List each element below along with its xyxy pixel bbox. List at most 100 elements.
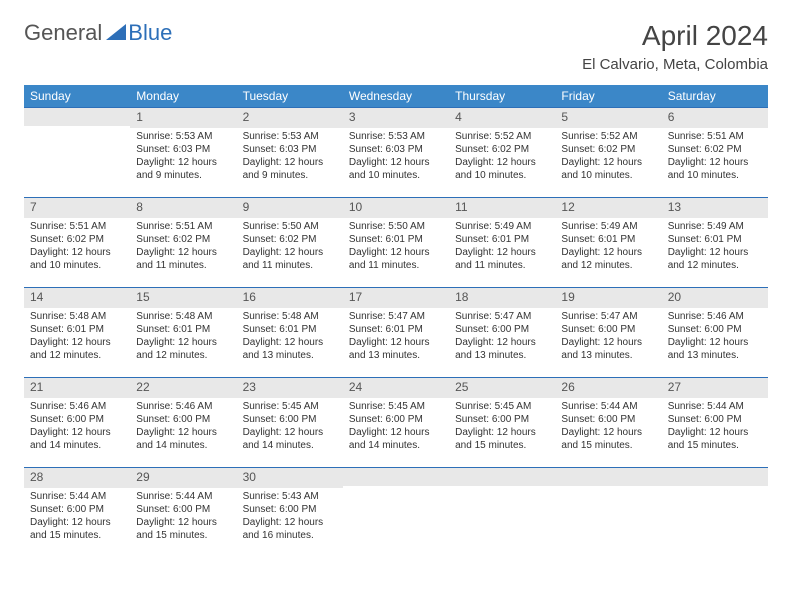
day-cell: 25Sunrise: 5:45 AMSunset: 6:00 PMDayligh… — [449, 378, 555, 468]
day-number: 20 — [662, 288, 768, 308]
day-body: Sunrise: 5:49 AMSunset: 6:01 PMDaylight:… — [555, 218, 661, 276]
sunrise-line: Sunrise: 5:46 AM — [136, 400, 230, 413]
day-number — [555, 468, 661, 486]
sunrise-line: Sunrise: 5:48 AM — [30, 310, 124, 323]
day-number: 15 — [130, 288, 236, 308]
sunrise-line: Sunrise: 5:47 AM — [349, 310, 443, 323]
day-number: 10 — [343, 198, 449, 218]
day-cell: 13Sunrise: 5:49 AMSunset: 6:01 PMDayligh… — [662, 198, 768, 288]
sunset-line: Sunset: 6:01 PM — [561, 233, 655, 246]
daylight-line: Daylight: 12 hours and 9 minutes. — [243, 156, 337, 182]
calendar-table: SundayMondayTuesdayWednesdayThursdayFrid… — [24, 85, 768, 558]
sunset-line: Sunset: 6:02 PM — [243, 233, 337, 246]
sunrise-line: Sunrise: 5:48 AM — [243, 310, 337, 323]
day-cell: 30Sunrise: 5:43 AMSunset: 6:00 PMDayligh… — [237, 468, 343, 558]
day-number — [662, 468, 768, 486]
day-body: Sunrise: 5:53 AMSunset: 6:03 PMDaylight:… — [130, 128, 236, 186]
sunset-line: Sunset: 6:00 PM — [668, 323, 762, 336]
sunrise-line: Sunrise: 5:52 AM — [455, 130, 549, 143]
weekday-header: Tuesday — [237, 85, 343, 108]
day-number: 16 — [237, 288, 343, 308]
daylight-line: Daylight: 12 hours and 13 minutes. — [349, 336, 443, 362]
day-number: 21 — [24, 378, 130, 398]
day-cell: 1Sunrise: 5:53 AMSunset: 6:03 PMDaylight… — [130, 108, 236, 198]
daylight-line: Daylight: 12 hours and 10 minutes. — [668, 156, 762, 182]
day-cell: 16Sunrise: 5:48 AMSunset: 6:01 PMDayligh… — [237, 288, 343, 378]
empty-cell — [555, 468, 661, 558]
day-number: 1 — [130, 108, 236, 128]
day-number: 25 — [449, 378, 555, 398]
day-cell: 24Sunrise: 5:45 AMSunset: 6:00 PMDayligh… — [343, 378, 449, 468]
sunrise-line: Sunrise: 5:46 AM — [30, 400, 124, 413]
day-body: Sunrise: 5:45 AMSunset: 6:00 PMDaylight:… — [449, 398, 555, 456]
sunset-line: Sunset: 6:00 PM — [561, 323, 655, 336]
empty-cell — [24, 108, 130, 198]
sunset-line: Sunset: 6:00 PM — [243, 413, 337, 426]
day-number: 22 — [130, 378, 236, 398]
sunset-line: Sunset: 6:00 PM — [668, 413, 762, 426]
day-body: Sunrise: 5:46 AMSunset: 6:00 PMDaylight:… — [130, 398, 236, 456]
sunrise-line: Sunrise: 5:50 AM — [243, 220, 337, 233]
sunset-line: Sunset: 6:01 PM — [136, 323, 230, 336]
daylight-line: Daylight: 12 hours and 10 minutes. — [455, 156, 549, 182]
daylight-line: Daylight: 12 hours and 10 minutes. — [349, 156, 443, 182]
sunset-line: Sunset: 6:01 PM — [349, 233, 443, 246]
sunset-line: Sunset: 6:01 PM — [455, 233, 549, 246]
calendar-row: 1Sunrise: 5:53 AMSunset: 6:03 PMDaylight… — [24, 108, 768, 198]
day-number: 18 — [449, 288, 555, 308]
day-number — [449, 468, 555, 486]
weekday-header: Sunday — [24, 85, 130, 108]
day-cell: 8Sunrise: 5:51 AMSunset: 6:02 PMDaylight… — [130, 198, 236, 288]
sunset-line: Sunset: 6:02 PM — [30, 233, 124, 246]
day-body: Sunrise: 5:44 AMSunset: 6:00 PMDaylight:… — [130, 488, 236, 546]
day-number: 7 — [24, 198, 130, 218]
title-block: April 2024 El Calvario, Meta, Colombia — [582, 20, 768, 73]
day-number: 17 — [343, 288, 449, 308]
sunset-line: Sunset: 6:00 PM — [136, 413, 230, 426]
day-number — [24, 108, 130, 126]
daylight-line: Daylight: 12 hours and 14 minutes. — [136, 426, 230, 452]
day-body: Sunrise: 5:47 AMSunset: 6:01 PMDaylight:… — [343, 308, 449, 366]
day-number: 12 — [555, 198, 661, 218]
day-number: 14 — [24, 288, 130, 308]
sunrise-line: Sunrise: 5:46 AM — [668, 310, 762, 323]
day-cell: 5Sunrise: 5:52 AMSunset: 6:02 PMDaylight… — [555, 108, 661, 198]
day-cell: 23Sunrise: 5:45 AMSunset: 6:00 PMDayligh… — [237, 378, 343, 468]
sunrise-line: Sunrise: 5:51 AM — [30, 220, 124, 233]
daylight-line: Daylight: 12 hours and 14 minutes. — [349, 426, 443, 452]
day-number: 30 — [237, 468, 343, 488]
weekday-header: Saturday — [662, 85, 768, 108]
sunset-line: Sunset: 6:02 PM — [455, 143, 549, 156]
day-number: 29 — [130, 468, 236, 488]
daylight-line: Daylight: 12 hours and 15 minutes. — [668, 426, 762, 452]
day-cell: 4Sunrise: 5:52 AMSunset: 6:02 PMDaylight… — [449, 108, 555, 198]
day-cell: 17Sunrise: 5:47 AMSunset: 6:01 PMDayligh… — [343, 288, 449, 378]
daylight-line: Daylight: 12 hours and 10 minutes. — [561, 156, 655, 182]
weekday-header: Thursday — [449, 85, 555, 108]
day-cell: 11Sunrise: 5:49 AMSunset: 6:01 PMDayligh… — [449, 198, 555, 288]
sunset-line: Sunset: 6:00 PM — [30, 413, 124, 426]
day-body: Sunrise: 5:53 AMSunset: 6:03 PMDaylight:… — [343, 128, 449, 186]
day-cell: 20Sunrise: 5:46 AMSunset: 6:00 PMDayligh… — [662, 288, 768, 378]
day-cell: 12Sunrise: 5:49 AMSunset: 6:01 PMDayligh… — [555, 198, 661, 288]
calendar-row: 21Sunrise: 5:46 AMSunset: 6:00 PMDayligh… — [24, 378, 768, 468]
day-body: Sunrise: 5:46 AMSunset: 6:00 PMDaylight:… — [662, 308, 768, 366]
sunrise-line: Sunrise: 5:44 AM — [561, 400, 655, 413]
logo-text-general: General — [24, 20, 102, 46]
day-number: 11 — [449, 198, 555, 218]
day-body: Sunrise: 5:44 AMSunset: 6:00 PMDaylight:… — [24, 488, 130, 546]
day-body: Sunrise: 5:51 AMSunset: 6:02 PMDaylight:… — [662, 128, 768, 186]
day-cell: 19Sunrise: 5:47 AMSunset: 6:00 PMDayligh… — [555, 288, 661, 378]
day-number: 8 — [130, 198, 236, 218]
sunrise-line: Sunrise: 5:45 AM — [243, 400, 337, 413]
sunrise-line: Sunrise: 5:50 AM — [349, 220, 443, 233]
sunrise-line: Sunrise: 5:51 AM — [136, 220, 230, 233]
daylight-line: Daylight: 12 hours and 13 minutes. — [243, 336, 337, 362]
daylight-line: Daylight: 12 hours and 10 minutes. — [30, 246, 124, 272]
weekday-header-row: SundayMondayTuesdayWednesdayThursdayFrid… — [24, 85, 768, 108]
sunset-line: Sunset: 6:02 PM — [668, 143, 762, 156]
day-body: Sunrise: 5:45 AMSunset: 6:00 PMDaylight:… — [343, 398, 449, 456]
day-body: Sunrise: 5:52 AMSunset: 6:02 PMDaylight:… — [449, 128, 555, 186]
day-body: Sunrise: 5:48 AMSunset: 6:01 PMDaylight:… — [24, 308, 130, 366]
sunset-line: Sunset: 6:00 PM — [455, 323, 549, 336]
